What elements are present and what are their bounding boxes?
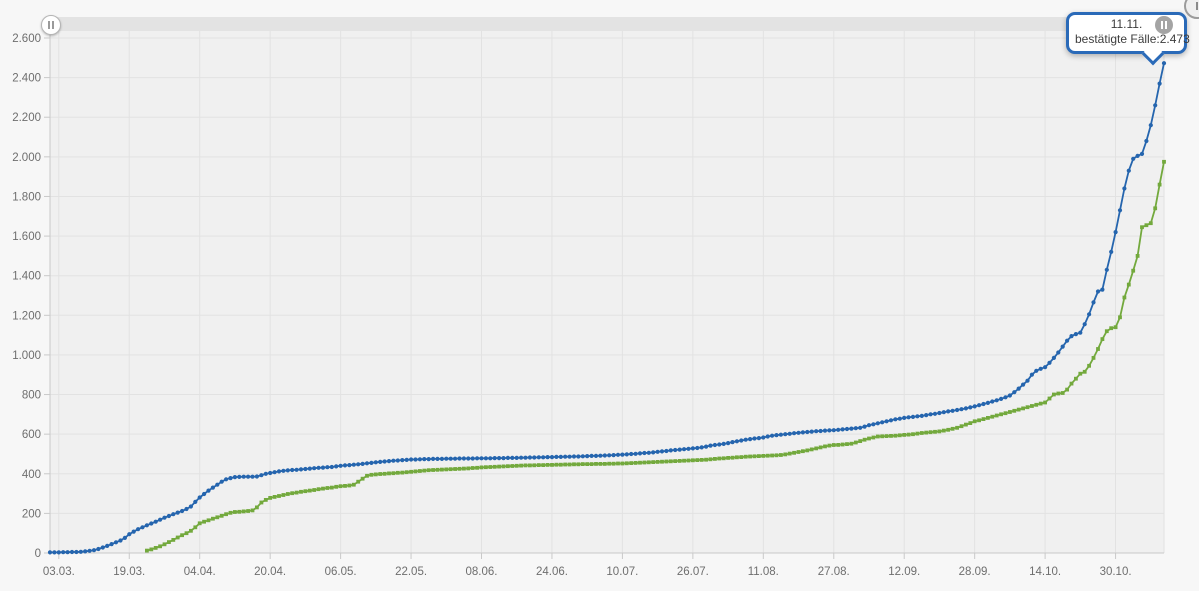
svg-text:1.200: 1.200 [12,310,41,322]
svg-text:1.000: 1.000 [12,350,41,362]
svg-text:800: 800 [22,390,41,402]
svg-text:03.03.: 03.03. [43,566,75,578]
svg-text:11.08.: 11.08. [748,566,779,578]
svg-text:10.07.: 10.07. [606,566,638,578]
x-axis: 03.03. 19.03. 04.04. 20.04. 06.05. 22.05. 08.0… [43,552,1164,578]
y-axis: 0 200 400 600 800 1.000 1.200 1.400 1.600 1.800 2.… [12,31,51,560]
scrollbar-left-handle[interactable] [41,15,61,35]
svg-text:0: 0 [35,548,41,560]
pause-icon [48,21,50,29]
series-second-series[interactable] [145,159,1166,553]
svg-text:2.200: 2.200 [12,112,41,124]
svg-text:04.04.: 04.04. [184,566,216,578]
svg-text:1.400: 1.400 [12,271,41,283]
svg-text:600: 600 [22,429,41,441]
zoom-scrollbar[interactable] [41,15,1164,35]
svg-text:30.10.: 30.10. [1100,566,1132,578]
svg-text:27.08.: 27.08. [818,566,850,578]
svg-text:20.04.: 20.04. [254,566,286,578]
cursor-bar-icon [1196,2,1198,10]
plot-area[interactable] [50,31,1164,553]
svg-text:22.05.: 22.05. [395,566,427,578]
svg-text:2.000: 2.000 [12,152,41,164]
svg-text:06.05.: 06.05. [325,566,357,578]
svg-text:28.09.: 28.09. [959,566,991,578]
tooltip-date: 11.11. [1110,17,1143,31]
svg-text:08.06.: 08.06. [466,566,498,578]
tooltip-value: bestätigte Fälle:2.473 [1075,32,1190,46]
svg-text:24.06.: 24.06. [536,566,568,578]
svg-text:2.600: 2.600 [12,33,41,45]
svg-text:1.600: 1.600 [12,231,41,243]
pause-icon [1161,21,1163,29]
pause-icon [1165,21,1167,29]
svg-text:26.07.: 26.07. [677,566,709,578]
svg-text:400: 400 [22,469,41,481]
svg-text:2.400: 2.400 [12,73,41,85]
series-confirmed-cases[interactable] [47,61,1167,555]
svg-text:1.800: 1.800 [12,191,41,203]
magnifier-cursor-artifact [1184,0,1199,19]
svg-text:14.10.: 14.10. [1029,566,1061,578]
svg-text:19.03.: 19.03. [113,566,145,578]
pause-icon [52,21,54,29]
svg-text:200: 200 [22,508,41,520]
scrollbar-right-handle[interactable] [1155,16,1173,34]
gridlines [50,31,1165,553]
svg-text:12.09.: 12.09. [888,566,920,578]
